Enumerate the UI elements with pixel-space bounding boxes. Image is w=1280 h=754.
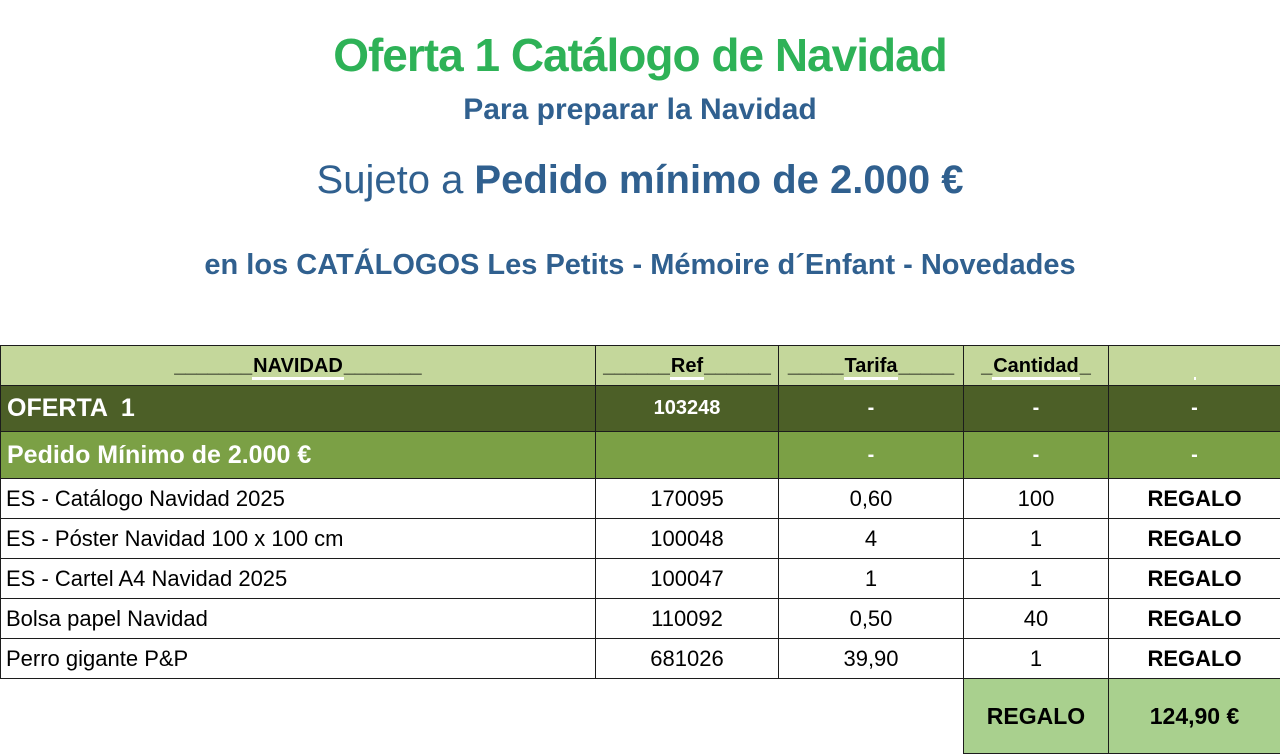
- table-row: Perro gigante P&P 681026 39,90 1 REGALO: [0, 638, 1280, 679]
- offer-name-cell: OFERTA 1: [0, 385, 596, 432]
- minorder-extra-cell: -: [1108, 431, 1280, 479]
- catalogs-line: en los CATÁLOGOS Les Petits - Mémoire d´…: [204, 249, 1076, 281]
- item-cantidad: 1: [963, 518, 1109, 559]
- col-header-ref: ______Ref______: [595, 345, 779, 386]
- minimum-order-line: Sujeto a Pedido mínimo de 2.000 €: [0, 152, 1280, 208]
- item-regalo-badge: REGALO: [1108, 478, 1280, 519]
- item-tarifa: 1: [778, 558, 964, 599]
- item-cantidad: 1: [963, 558, 1109, 599]
- underscore-run: _: [981, 354, 993, 377]
- minorder-name-cell: Pedido Mínimo de 2.000 €: [0, 431, 596, 479]
- page-title: Oferta 1 Catálogo de Navidad: [333, 29, 948, 81]
- col-header-regalo: [1108, 345, 1280, 386]
- table-row: Bolsa papel Navidad 110092 0,50 40 REGAL…: [0, 598, 1280, 639]
- item-tarifa: 0,60: [778, 478, 964, 519]
- item-regalo-badge: REGALO: [1108, 518, 1280, 559]
- underscore-run: _: [1079, 354, 1091, 377]
- underscore-run: ______: [603, 354, 670, 377]
- minorder-cantidad-cell: -: [963, 431, 1109, 479]
- col-header-cantidad: _Cantidad_: [963, 345, 1109, 386]
- col-header-ref-label: Ref: [669, 354, 705, 380]
- underscore-run: _______: [174, 354, 253, 377]
- item-name: Perro gigante P&P: [0, 638, 596, 679]
- col-header-tarifa-label: Tarifa: [843, 354, 899, 380]
- footer-spacer: [778, 678, 964, 754]
- col-header-navidad: _______NAVIDAD_______: [0, 345, 596, 386]
- minimum-order-amount: Pedido mínimo de 2.000 €: [474, 158, 964, 202]
- item-regalo-badge: REGALO: [1108, 638, 1280, 679]
- table-row: ES - Catálogo Navidad 2025 170095 0,60 1…: [0, 478, 1280, 519]
- col-header-cantidad-label: Cantidad: [992, 354, 1080, 380]
- item-cantidad: 1: [963, 638, 1109, 679]
- offer-tarifa-cell: -: [778, 385, 964, 432]
- item-name: ES - Póster Navidad 100 x 100 cm: [0, 518, 596, 559]
- page-subtitle: Para preparar la Navidad: [463, 93, 817, 126]
- col-header-navidad-label: NAVIDAD: [252, 354, 344, 380]
- item-name: Bolsa papel Navidad: [0, 598, 596, 639]
- table-row: ES - Cartel A4 Navidad 2025 100047 1 1 R…: [0, 558, 1280, 599]
- item-regalo-badge: REGALO: [1108, 558, 1280, 599]
- col-header-regalo-label: [1193, 354, 1196, 380]
- table-header-row: _______NAVIDAD_______ ______Ref______ __…: [0, 345, 1280, 386]
- underscore-run: _____: [898, 354, 955, 377]
- offer-table: _______NAVIDAD_______ ______Ref______ __…: [0, 345, 1280, 754]
- item-cantidad: 100: [963, 478, 1109, 519]
- item-ref: 681026: [595, 638, 779, 679]
- footer-spacer: [0, 678, 596, 754]
- item-tarifa: 4: [778, 518, 964, 559]
- item-ref: 100047: [595, 558, 779, 599]
- minorder-ref-cell: [595, 431, 779, 479]
- col-header-tarifa: _____Tarifa_____: [778, 345, 964, 386]
- footer-regalo-label: REGALO: [963, 678, 1109, 754]
- underscore-run: ______: [704, 354, 771, 377]
- offer-banner-row: OFERTA 1 103248 - - -: [0, 385, 1280, 432]
- footer-spacer: [595, 678, 779, 754]
- item-name: ES - Cartel A4 Navidad 2025: [0, 558, 596, 599]
- offer-cantidad-cell: -: [963, 385, 1109, 432]
- item-tarifa: 0,50: [778, 598, 964, 639]
- item-ref: 170095: [595, 478, 779, 519]
- minorder-tarifa-cell: -: [778, 431, 964, 479]
- item-ref: 110092: [595, 598, 779, 639]
- item-regalo-badge: REGALO: [1108, 598, 1280, 639]
- offer-ref-cell: 103248: [595, 385, 779, 432]
- item-tarifa: 39,90: [778, 638, 964, 679]
- item-ref: 100048: [595, 518, 779, 559]
- item-name: ES - Catálogo Navidad 2025: [0, 478, 596, 519]
- minimum-order-banner-row: Pedido Mínimo de 2.000 € - - -: [0, 431, 1280, 479]
- minimum-order-prefix: Sujeto a: [316, 158, 475, 202]
- item-cantidad: 40: [963, 598, 1109, 639]
- table-row: ES - Póster Navidad 100 x 100 cm 100048 …: [0, 518, 1280, 559]
- footer-total-value: 124,90 €: [1108, 678, 1280, 754]
- underscore-run: _______: [343, 354, 422, 377]
- table-footer-row: REGALO 124,90 €: [0, 678, 1280, 754]
- offer-extra-cell: -: [1108, 385, 1280, 432]
- underscore-run: _____: [787, 354, 844, 377]
